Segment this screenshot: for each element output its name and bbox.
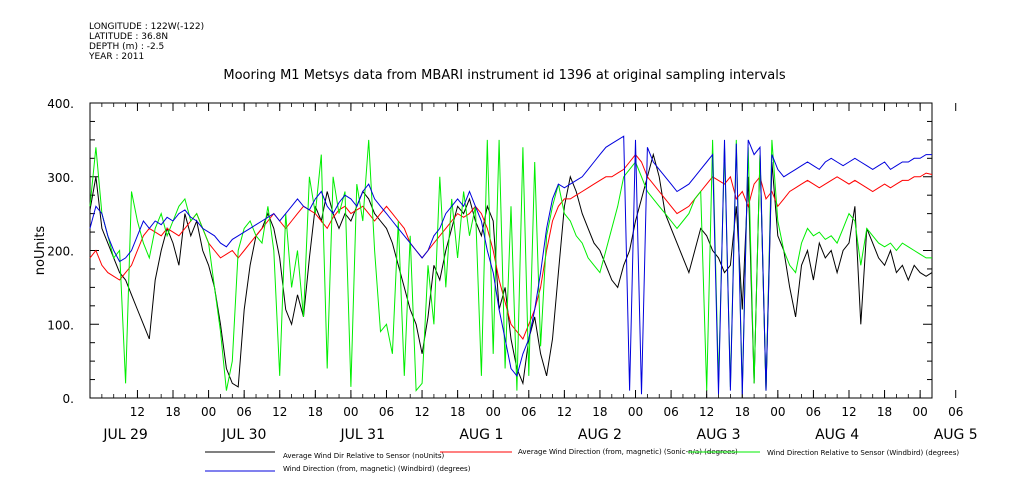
longitude-text: LONGITUDE : 122W(-122): [89, 22, 205, 32]
x-tick-label: 06: [521, 405, 536, 419]
series-line-black: [89, 152, 933, 391]
x-tick-label: 00: [628, 405, 643, 419]
chart-title: Mooring M1 Metsys data from MBARI instru…: [223, 68, 786, 83]
x-tick-label: 18: [308, 405, 323, 419]
x-day-label: AUG 3: [697, 427, 741, 443]
legend-entry-red-label: Average Wind Direction (from, magnetic) …: [518, 448, 738, 456]
x-tick-label: 06: [663, 405, 678, 419]
x-day-label: JUL 30: [221, 427, 266, 443]
x-day-label: JUL 29: [102, 427, 147, 443]
x-tick-label: 06: [379, 405, 394, 419]
x-tick-label: 00: [913, 405, 928, 419]
x-tick-label: 12: [130, 405, 145, 419]
y-tick-label: 300.: [47, 171, 74, 185]
plot-frame: [89, 102, 933, 399]
x-tick-label: 12: [699, 405, 714, 419]
legend-entry-blue-label: Wind Direction (from, magnetic) (Windbir…: [283, 465, 471, 473]
x-tick-label: 12: [557, 405, 572, 419]
series-line-blue: [89, 135, 932, 395]
y-tick-label: 0.: [63, 392, 74, 406]
legend-entry-green-label: Wind Direction Relative to Sensor (Windb…: [767, 449, 959, 457]
series-line-green: [89, 139, 932, 392]
x-tick-label: 12: [414, 405, 429, 419]
x-tick-label: 00: [343, 405, 358, 419]
x-tick-label: 18: [450, 405, 465, 419]
x-day-label: AUG 1: [459, 427, 503, 443]
x-tick-label: 00: [201, 405, 216, 419]
y-axis-label: noUnits: [33, 226, 48, 276]
x-tick-label: 12: [841, 405, 856, 419]
y-tick-label: 400.: [47, 97, 74, 111]
x-day-label: AUG 5: [934, 427, 978, 443]
x-day-label: JUL 31: [340, 427, 385, 443]
y-tick-label: 100.: [47, 318, 74, 332]
metadata-block: LONGITUDE : 122W(-122) LATITUDE : 36.8N …: [89, 22, 204, 62]
x-tick-label: 12: [272, 405, 287, 419]
x-tick-label: 18: [592, 405, 607, 419]
x-tick-label: 18: [735, 405, 750, 419]
latitude-text: LATITUDE : 36.8N: [89, 32, 169, 42]
x-tick-label: 06: [806, 405, 821, 419]
x-tick-label: 00: [770, 405, 785, 419]
x-day-label: AUG 4: [815, 427, 859, 443]
y-tick-label: 200.: [47, 245, 74, 259]
x-tick-label: 06: [948, 405, 963, 419]
x-day-label: AUG 2: [578, 427, 622, 443]
x-tick-label: 18: [165, 405, 180, 419]
depth-text: DEPTH (m) : -2.5: [89, 42, 165, 52]
x-tick-label: 00: [486, 405, 501, 419]
series-line-red: [89, 153, 933, 340]
legend-entry-black-label: Average Wind Dir Relative to Sensor (noU…: [283, 452, 444, 460]
x-tick-label: 06: [237, 405, 252, 419]
x-tick-label: 18: [877, 405, 892, 419]
year-text: YEAR : 2011: [89, 52, 145, 62]
